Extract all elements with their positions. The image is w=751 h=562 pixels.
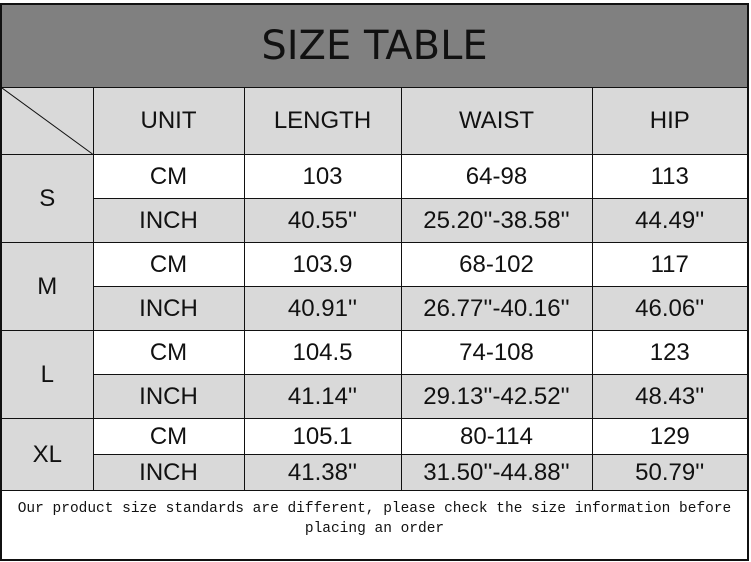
table-row: M CM 103.9 68-102 117 bbox=[2, 242, 747, 331]
corner-cell bbox=[2, 88, 94, 155]
length-cell: 41.38'' bbox=[243, 454, 402, 491]
header-row: UNIT LENGTH WAIST HIP bbox=[2, 88, 747, 155]
table-row: INCH 40.55'' 25.20''-38.58'' 44.49'' bbox=[2, 198, 747, 243]
length-cell: 103 bbox=[243, 154, 402, 199]
waist-cell: 26.77''-40.16'' bbox=[400, 286, 593, 331]
table-row: L CM 104.5 74-108 123 bbox=[2, 330, 747, 419]
hip-cell: 123 bbox=[591, 330, 747, 375]
hip-cell: 48.43'' bbox=[591, 374, 747, 419]
unit-cell: CM bbox=[92, 418, 245, 455]
header-waist: WAIST bbox=[400, 88, 593, 155]
length-cell: 104.5 bbox=[243, 330, 402, 375]
waist-cell: 74-108 bbox=[400, 330, 593, 375]
unit-cell: CM bbox=[92, 330, 245, 375]
hip-cell: 117 bbox=[591, 242, 747, 287]
size-grid: UNIT LENGTH WAIST HIP S CM 103 64-98 113 INCH… bbox=[2, 88, 747, 491]
size-label: L bbox=[2, 330, 94, 419]
waist-cell: 68-102 bbox=[400, 242, 593, 287]
unit-cell: INCH bbox=[93, 198, 245, 243]
waist-cell: 29.13''-42.52'' bbox=[400, 374, 593, 419]
waist-cell: 80-114 bbox=[400, 418, 593, 455]
hip-cell: 44.49'' bbox=[591, 198, 747, 243]
size-label: XL bbox=[2, 418, 94, 491]
length-cell: 103.9 bbox=[243, 242, 402, 287]
unit-cell: INCH bbox=[93, 286, 245, 331]
header-length: LENGTH bbox=[243, 88, 402, 155]
size-label: M bbox=[2, 242, 94, 331]
size-table: SIZE TABLE UNIT LENGTH WAIST HIP S CM 103 6… bbox=[0, 3, 749, 561]
waist-cell: 25.20''-38.58'' bbox=[400, 198, 593, 243]
header-hip: HIP bbox=[591, 88, 747, 155]
table-row: INCH 41.38'' 31.50''-44.88'' 50.79'' bbox=[2, 454, 747, 491]
waist-cell: 31.50''-44.88'' bbox=[400, 454, 593, 491]
unit-cell: CM bbox=[92, 154, 245, 199]
length-cell: 105.1 bbox=[243, 418, 402, 455]
table-title: SIZE TABLE bbox=[2, 5, 747, 88]
table-row: INCH 40.91'' 26.77''-40.16'' 46.06'' bbox=[2, 286, 747, 331]
unit-cell: INCH bbox=[93, 374, 245, 419]
hip-cell: 50.79'' bbox=[591, 454, 747, 491]
hip-cell: 129 bbox=[591, 418, 747, 455]
table-row: XL CM 105.1 80-114 129 bbox=[2, 418, 747, 491]
length-cell: 40.91'' bbox=[243, 286, 402, 331]
length-cell: 41.14'' bbox=[243, 374, 402, 419]
length-cell: 40.55'' bbox=[243, 198, 402, 243]
unit-cell: CM bbox=[92, 242, 245, 287]
table-row: S CM 103 64-98 113 bbox=[2, 154, 747, 243]
header-unit: UNIT bbox=[92, 88, 245, 155]
hip-cell: 46.06'' bbox=[591, 286, 747, 331]
unit-cell: INCH bbox=[93, 454, 245, 491]
size-note: Our product size standards are different… bbox=[17, 501, 732, 537]
table-row: INCH 41.14'' 29.13''-42.52'' 48.43'' bbox=[2, 374, 747, 419]
hip-cell: 113 bbox=[591, 154, 747, 199]
waist-cell: 64-98 bbox=[400, 154, 593, 199]
size-label: S bbox=[2, 154, 94, 243]
